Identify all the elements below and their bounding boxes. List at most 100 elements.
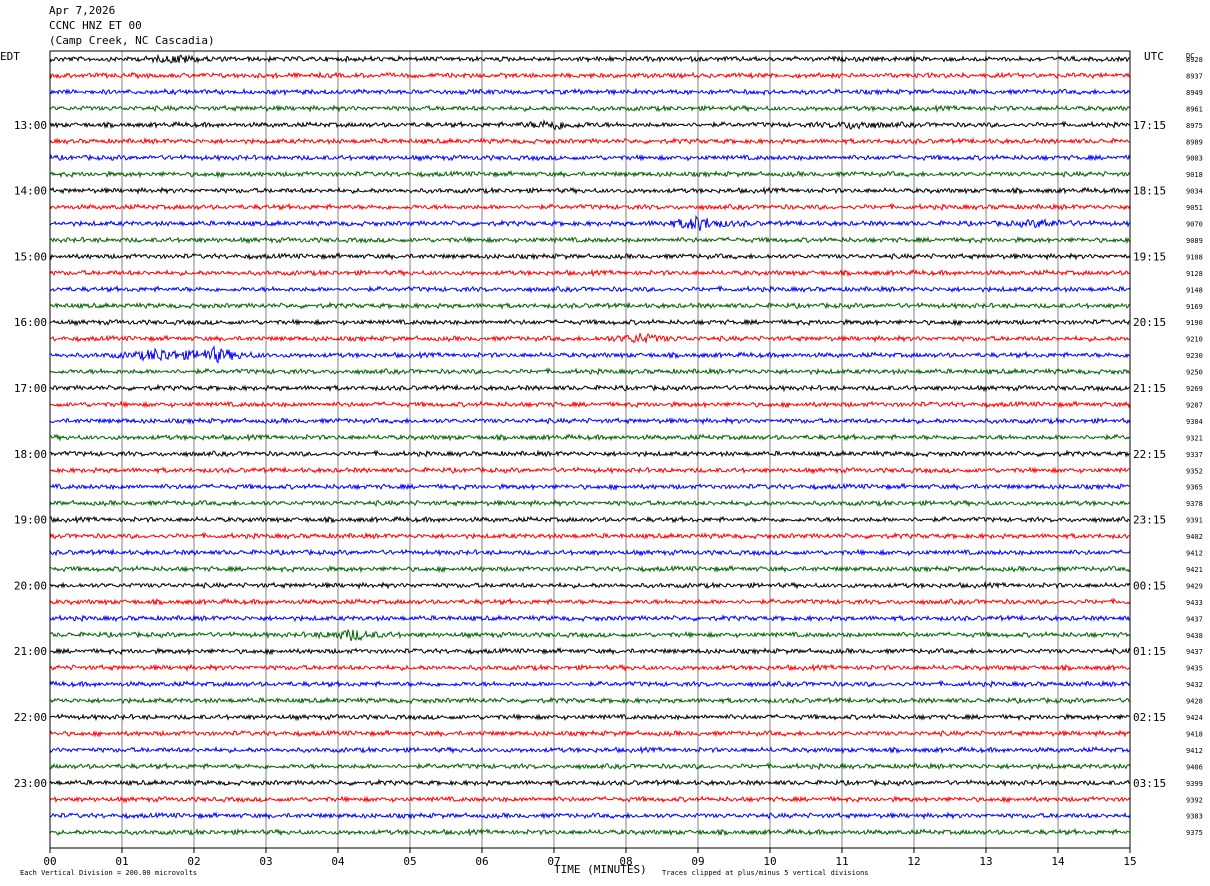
dc-offset-label: 9421 <box>1186 566 1203 574</box>
trace-row-25 <box>49 465 1131 475</box>
dc-offset-label: 9269 <box>1186 385 1203 393</box>
trace-row-45 <box>49 795 1131 804</box>
utc-hour-label: 19:15 <box>1133 250 1166 263</box>
dc-offset-label: 9412 <box>1186 550 1203 558</box>
dc-offset-label: 8975 <box>1186 122 1203 130</box>
dc-offset-label: 9433 <box>1186 599 1203 607</box>
utc-hour-label: 22:15 <box>1133 448 1166 461</box>
dc-offset-label: 9070 <box>1186 221 1203 229</box>
trace-row-37 <box>49 663 1131 673</box>
trace-row-42 <box>49 745 1131 755</box>
x-tick-label: 14 <box>1051 855 1065 868</box>
trace-row-19 <box>49 367 1131 376</box>
x-tick-label: 11 <box>835 855 848 868</box>
trace-row-40 <box>49 712 1131 722</box>
dc-offset-label: 9250 <box>1186 369 1203 377</box>
dc-offset-label: 9391 <box>1186 517 1203 525</box>
grid-lines <box>121 51 1059 848</box>
x-tick-label: 08 <box>619 855 632 868</box>
chart-station: CCNC HNZ ET 00 <box>49 19 142 32</box>
edt-hour-label: 21:00 <box>14 645 47 658</box>
dc-offset-label: 9190 <box>1186 319 1203 327</box>
trace-row-9 <box>49 202 1131 212</box>
trace-row-35 <box>49 629 1131 642</box>
dc-offset-label: 9304 <box>1186 418 1203 426</box>
x-tick-label: 00 <box>43 855 56 868</box>
trace-row-36 <box>49 647 1131 656</box>
trace-row-32 <box>49 581 1131 590</box>
trace-row-0 <box>49 53 1131 64</box>
edt-hour-label: 19:00 <box>14 514 47 527</box>
dc-offset-label: 9437 <box>1186 615 1203 623</box>
trace-row-24 <box>49 449 1131 458</box>
trace-row-16 <box>49 318 1131 327</box>
trace-row-27 <box>49 499 1131 508</box>
dc-offset-label: 9406 <box>1186 763 1203 771</box>
chart-location: (Camp Creek, NC Cascadia) <box>49 34 215 47</box>
dc-offset-label: 9128 <box>1186 270 1203 278</box>
dc-offset-label: 9018 <box>1186 171 1203 179</box>
dc-offset-label: 9108 <box>1186 253 1203 261</box>
trace-row-39 <box>49 696 1131 705</box>
dc-offset-label: 9365 <box>1186 484 1203 492</box>
utc-hour-label: 21:15 <box>1133 382 1166 395</box>
edt-hour-labels: 13:00 14:00 15:00 16:00 17:00 18:00 19:00 20:00… <box>14 119 47 790</box>
utc-hour-labels: 17:15 18:15 19:15 20:15 21:15 22:15 23:15 00:15… <box>1133 119 1166 790</box>
edt-hour-label: 16:00 <box>14 316 47 329</box>
dc-offset-label: 9089 <box>1186 237 1203 245</box>
dc-axis-title: DC <box>1186 52 1194 60</box>
utc-hour-label: 20:15 <box>1133 316 1166 329</box>
trace-row-20 <box>49 383 1131 393</box>
trace-row-33 <box>49 597 1131 607</box>
edt-hour-label: 15:00 <box>14 250 47 263</box>
dc-offset-label: 9210 <box>1186 336 1203 344</box>
edt-hour-label: 23:00 <box>14 777 47 790</box>
trace-row-29 <box>49 531 1131 541</box>
x-axis-label: TIME (MINUTES) <box>554 863 647 876</box>
plot-frame <box>49 50 1131 849</box>
x-tick-label: 12 <box>907 855 920 868</box>
dc-offset-label: 8928 <box>1186 56 1203 64</box>
trace-row-26 <box>49 482 1131 492</box>
trace-row-41 <box>49 729 1131 738</box>
trace-row-2 <box>49 87 1131 97</box>
dc-offset-label: 9428 <box>1186 698 1203 706</box>
trace-row-14 <box>49 284 1131 294</box>
x-tick-label: 01 <box>115 855 128 868</box>
chart-date: Apr 7,2026 <box>49 4 116 17</box>
trace-row-1 <box>49 70 1131 80</box>
dc-offset-label: 9287 <box>1186 401 1203 409</box>
trace-row-17 <box>49 332 1131 344</box>
x-tick-label: 09 <box>691 855 704 868</box>
trace-row-34 <box>49 613 1131 623</box>
dc-offset-label: 9432 <box>1186 681 1203 689</box>
trace-row-30 <box>49 548 1131 557</box>
utc-axis-title: UTC <box>1144 50 1164 63</box>
x-axis-ticks: 00 01 02 03 04 05 06 07 08 09 10 11 12 13 14 15 <box>43 848 1137 868</box>
trace-row-15 <box>49 301 1131 310</box>
dc-offset-label: 8989 <box>1186 138 1203 146</box>
x-tick-label: 03 <box>259 855 272 868</box>
utc-hour-label: 01:15 <box>1133 645 1166 658</box>
trace-row-21 <box>49 400 1131 409</box>
dc-offset-label: 9375 <box>1186 829 1203 837</box>
trace-row-8 <box>49 186 1131 196</box>
dc-offset-label: 9378 <box>1186 500 1203 508</box>
dc-offset-label: 8949 <box>1186 89 1203 97</box>
edt-hour-label: 18:00 <box>14 448 47 461</box>
trace-row-43 <box>49 761 1131 771</box>
dc-offset-label: 9437 <box>1186 648 1203 656</box>
utc-hour-label: 23:15 <box>1133 514 1166 527</box>
edt-hour-label: 13:00 <box>14 119 47 132</box>
x-tick-label: 02 <box>187 855 200 868</box>
scale-note: Each Vertical Division = 200.00 microvol… <box>20 869 197 877</box>
trace-row-44 <box>49 778 1131 787</box>
dc-offset-label: 9169 <box>1186 303 1203 311</box>
x-tick-label: 07 <box>547 855 560 868</box>
x-tick-label: 04 <box>331 855 345 868</box>
dc-offset-label: 9435 <box>1186 665 1203 673</box>
x-tick-label: 13 <box>979 855 992 868</box>
trace-row-23 <box>49 432 1131 442</box>
trace-row-7 <box>50 169 1131 179</box>
